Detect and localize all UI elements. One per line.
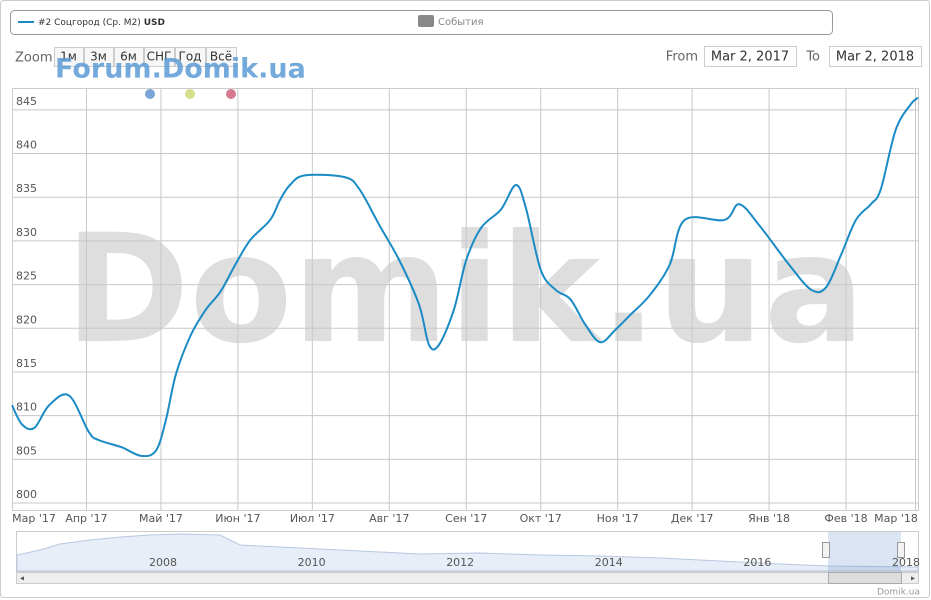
events-symbol [418,15,434,27]
x-tick-label: Фев '18 [824,512,867,525]
zoom-label: Zoom [15,51,52,66]
navigator-mask[interactable] [828,532,901,571]
x-tick-label: Июн '17 [215,512,260,525]
scroll-right[interactable]: ▸ [911,574,915,583]
to-value[interactable]: Mar 2, 2018 [836,50,914,65]
zoom-button-label[interactable]: 1м [60,50,77,64]
x-tick-label: Сен '17 [445,512,487,525]
x-tick-label: Янв '18 [748,512,790,525]
navigator-year: 2016 [743,556,771,569]
navigator-handle[interactable] [897,542,905,558]
x-tick-label: Окт '17 [520,512,562,525]
zoom-button-label[interactable]: 3м [90,50,107,64]
zoom-button[interactable] [144,47,175,67]
navigator-year: 2010 [298,556,326,569]
scrollbar-thumb[interactable] [828,572,902,584]
series-line [11,96,919,458]
zoom-button[interactable] [54,47,84,67]
from-value[interactable]: Mar 2, 2017 [711,50,789,65]
y-tick-label: 845 [16,95,37,108]
navigator-year: 2012 [446,556,474,569]
x-tick-label: Ноя '17 [597,512,639,525]
navigator-handle[interactable] [822,542,830,558]
x-tick-label: Авг '17 [369,512,409,525]
scroll-left[interactable]: ◂ [20,574,24,583]
zoom-button[interactable] [114,47,144,67]
plot-border [12,88,919,511]
zoom-button-label[interactable]: Всё [210,50,232,64]
watermark-dot [145,89,155,99]
to-label: To [805,50,820,65]
legend-currency[interactable]: USD [144,18,165,28]
navigator-year: 2008 [149,556,177,569]
to-input[interactable] [829,46,922,67]
y-tick-label: 820 [16,313,37,326]
x-tick-label: Дек '17 [671,512,714,525]
y-tick-label: 805 [16,444,37,457]
legend-events[interactable]: События [438,17,484,28]
x-tick-label: Мар '18 [874,512,918,525]
watermark-dot [226,89,236,99]
from-input[interactable] [704,46,797,67]
legend-item[interactable]: #2 Соцгород (Ср. M2) USD [38,18,165,28]
zoom-button[interactable] [175,47,206,67]
y-tick-label: 810 [16,401,37,414]
zoom-button[interactable] [206,47,237,67]
y-tick-label: 835 [16,182,37,195]
y-tick-label: 800 [16,488,37,501]
zoom-button-label[interactable]: 6м [120,50,137,64]
credits[interactable]: Domik.ua [877,588,920,598]
y-tick-label: 825 [16,270,37,283]
x-tick-label: Май '17 [139,512,183,525]
zoom-button[interactable] [84,47,114,67]
navigator-area [16,533,919,572]
y-tick-label: 840 [16,139,37,152]
background-text: Domik.ua [65,203,865,377]
y-tick-label: 815 [16,357,37,370]
legend-series[interactable]: #2 Соцгород (Ср. M2) [38,18,141,28]
watermark: Forum.Domik.ua [55,54,306,85]
navigator-year: 2014 [595,556,623,569]
watermark-dot [185,89,195,99]
y-tick-label: 830 [16,226,37,239]
scrollbar[interactable] [16,572,919,584]
x-tick-label: Апр '17 [65,512,107,525]
from-label: From [666,50,698,65]
navigator-year: 2018 [892,556,920,569]
x-tick-label: Июл '17 [290,512,335,525]
zoom-button-label[interactable]: Год [179,50,202,64]
zoom-button-label[interactable]: СНГ [147,50,172,64]
x-tick-label: Мар '17 [12,512,56,525]
